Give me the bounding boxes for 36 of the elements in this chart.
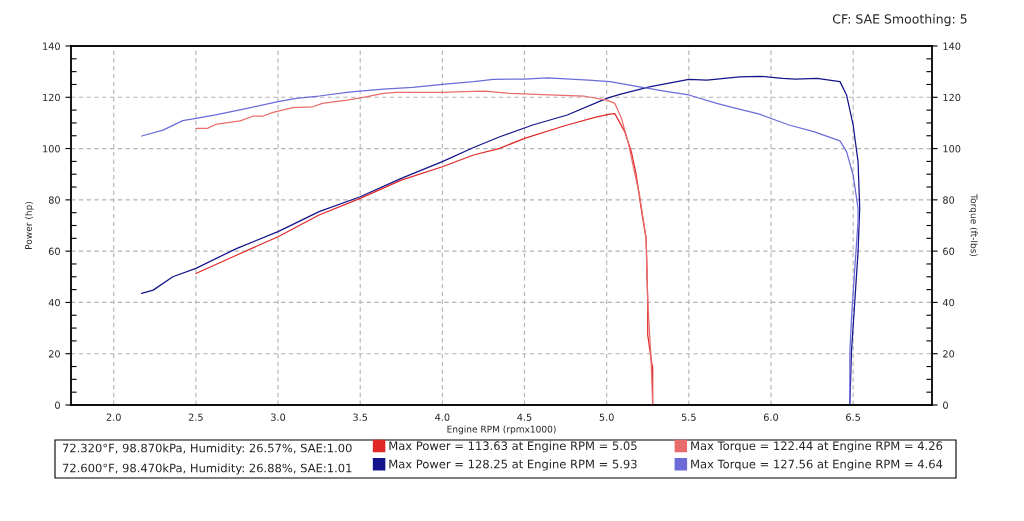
x-axis-title: Engine RPM (rpmx1000): [447, 425, 556, 435]
x-tick-label: 3.0: [271, 413, 286, 421]
x-tick-label: 3.5: [353, 413, 368, 421]
y-tick-label: 100: [43, 145, 60, 153]
x-tick-label: 4.5: [517, 413, 532, 421]
text: CF: SAE Smoothing: 5: [832, 13, 967, 27]
y2-tick-label: 0: [943, 401, 948, 409]
legend-label: Max Torque = 122.44 at Engine RPM = 4.26: [691, 441, 943, 453]
x-tick-label: 2.5: [188, 413, 203, 421]
y2-tick-label: 60: [943, 247, 955, 255]
y-tick-label: 140: [43, 42, 60, 50]
y-axis-title: Power (hp): [24, 201, 34, 249]
legend-label: Max Power = 113.63 at Engine RPM = 5.05: [389, 441, 637, 453]
legend-label: Max Power = 128.25 at Engine RPM = 5.93: [389, 459, 637, 471]
legend-label: Max Torque = 127.56 at Engine RPM = 4.64: [691, 459, 943, 471]
y-tick-label: 0: [55, 401, 60, 409]
y2-tick-label: 20: [943, 350, 955, 358]
y-tick-label: 60: [48, 247, 60, 255]
y2-tick-label: 100: [943, 145, 961, 153]
x-tick-label: 2.0: [106, 413, 121, 421]
text: 72.600°F, 98.470kPa, Humidity: 26.88%, SAE:1.01: [62, 463, 352, 475]
x-tick-label: 4.0: [435, 413, 450, 421]
y-tick-label: 80: [48, 196, 60, 204]
x-tick-label: 5.5: [681, 413, 696, 421]
y-tick-label: 120: [43, 93, 60, 102]
text: 72.320°F, 98.870kPa, Humidity: 26.57%, SAE:1.00: [62, 443, 352, 455]
y-tick-label: 20: [48, 350, 60, 358]
y2-axis-title: Torque (ft-lbs): [968, 194, 978, 257]
y2-tick-label: 140: [943, 42, 961, 50]
x-tick-label: 6.5: [846, 413, 861, 421]
x-tick-label: 5.0: [599, 413, 614, 421]
y2-tick-label: 80: [943, 196, 955, 204]
y2-tick-label: 40: [942, 298, 955, 307]
y2-tick-label: 120: [943, 93, 961, 102]
x-tick-label: 6.0: [763, 413, 779, 421]
y-tick-label: 40: [48, 298, 60, 307]
